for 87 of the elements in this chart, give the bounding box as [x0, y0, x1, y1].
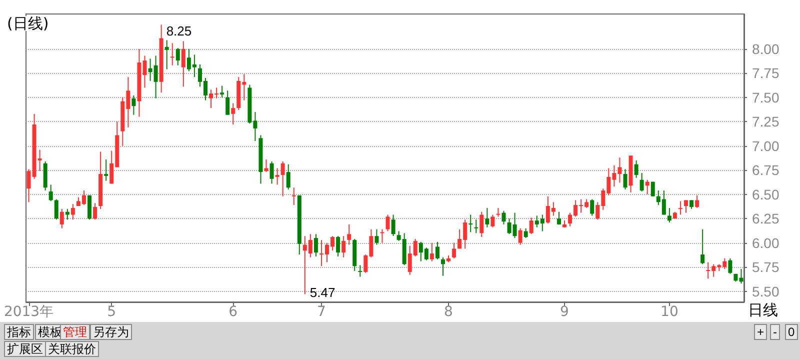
- candlestick: [650, 181, 655, 197]
- x-tick-label: 7: [317, 304, 326, 320]
- text: 日线: [747, 302, 779, 319]
- candlestick: [48, 184, 53, 202]
- candlestick: [667, 207, 672, 223]
- candlestick: [529, 217, 534, 235]
- candlestick: [264, 158, 268, 173]
- candlestick: [270, 160, 274, 184]
- candlestick: [480, 211, 484, 238]
- text: 0: [785, 324, 798, 340]
- x-tick-label: 5: [107, 304, 116, 320]
- text: 模板: [38, 325, 62, 339]
- candlestick: [347, 224, 352, 246]
- y-tick-label: 5.50: [752, 283, 780, 300]
- candlestick: [70, 204, 75, 220]
- y-tick-label: 6.75: [752, 162, 780, 178]
- candlestick: [88, 194, 92, 220]
- y-tick-label: 7.25: [752, 114, 780, 130]
- candlestick: [524, 228, 528, 238]
- x-tick-label: 8: [444, 304, 453, 320]
- candlestick: [695, 194, 700, 208]
- candlestick: [435, 241, 440, 260]
- candlestick: [640, 172, 644, 192]
- candlestick: [590, 198, 594, 216]
- text: -: [770, 324, 780, 340]
- candlestick: [430, 242, 434, 262]
- candlestick: [280, 160, 285, 197]
- candlestick: [728, 258, 732, 274]
- candlestick: [54, 198, 58, 220]
- candlestick: [314, 234, 318, 257]
- y-tick-label: 7.75: [752, 65, 780, 82]
- candlestick: [220, 85, 224, 98]
- annotation: 8.25: [166, 24, 192, 39]
- text: 管理: [63, 325, 87, 339]
- candlestick: [170, 42, 174, 66]
- candlestick: [490, 214, 495, 228]
- y-tick-label: 7.00: [752, 138, 780, 154]
- x-tick-label: 9: [560, 304, 569, 320]
- candlestick: [358, 264, 362, 278]
- candlestick: [104, 158, 108, 182]
- candlestick: [623, 168, 628, 190]
- candlestick: [440, 256, 445, 276]
- candlestick: [485, 207, 490, 228]
- candlestick: [132, 94, 136, 116]
- candlestick: [164, 40, 169, 70]
- candlestick: [518, 228, 522, 246]
- candlestick: [474, 219, 478, 234]
- candlestick: [678, 200, 682, 216]
- candlestick: [60, 208, 64, 229]
- x-tick-label: 2013年: [4, 304, 54, 320]
- y-tick-label: 6.25: [752, 210, 780, 227]
- text: 关联报价: [45, 341, 99, 357]
- candlestick: [226, 90, 230, 116]
- candlestick: [556, 211, 561, 225]
- annotation: 5.47: [310, 285, 336, 300]
- candlestick: [336, 236, 340, 257]
- candlestick: [386, 214, 390, 232]
- candlestick: [292, 187, 296, 206]
- candlestick: [452, 242, 456, 259]
- candlestick: [275, 168, 280, 186]
- text: 另存为: [90, 324, 132, 340]
- candlestick: [374, 228, 379, 246]
- candlestick: [634, 160, 638, 178]
- candlestick: [176, 47, 180, 66]
- candlestick: [684, 200, 688, 214]
- y-tick-label: 5.75: [752, 259, 780, 276]
- y-tick-label: 6.50: [752, 186, 780, 202]
- text: +: [754, 324, 768, 340]
- text: 扩展区: [4, 341, 46, 357]
- y-tick-label: 8.00: [752, 40, 780, 57]
- candlestick: [93, 202, 98, 220]
- candlestick: [286, 164, 290, 190]
- y-tick-label: 7.50: [752, 89, 780, 106]
- candlestick: [700, 228, 705, 265]
- candlestick: [181, 40, 186, 88]
- candlestick: [391, 214, 396, 237]
- candlestick: [502, 210, 506, 225]
- candlestick: [380, 228, 384, 244]
- x-tick-label: 10: [660, 304, 678, 320]
- chart-title: (日线): [7, 14, 49, 32]
- y-tick-label: 6.00: [752, 234, 780, 251]
- candlestick: [342, 236, 346, 258]
- x-tick-label: 6: [228, 304, 238, 320]
- candlestick: [231, 102, 236, 126]
- candlestick: [468, 214, 473, 233]
- text: 指标: [4, 324, 34, 340]
- candlestick: [645, 179, 650, 195]
